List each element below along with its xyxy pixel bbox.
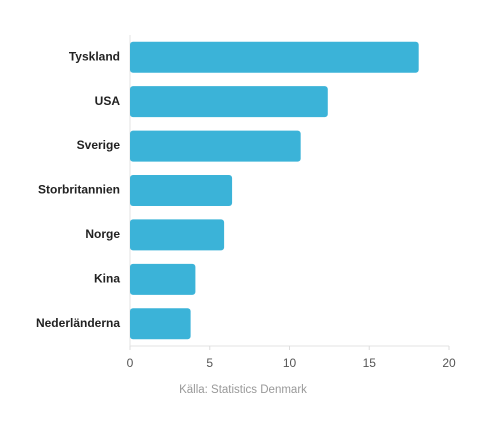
- x-tick-label: 20: [442, 356, 456, 370]
- bar: [130, 308, 191, 340]
- y-tick-label: Nederländerna: [36, 316, 120, 330]
- source-note: Källa: Statistics Denmark: [179, 384, 307, 396]
- bar: [130, 130, 301, 162]
- bar: [130, 175, 233, 206]
- x-tick-label: 0: [127, 356, 134, 370]
- y-tick-label: Norge: [85, 227, 120, 241]
- x-tick-label: 10: [283, 356, 297, 370]
- bar: [130, 263, 196, 295]
- y-tick-label: USA: [95, 94, 121, 108]
- y-tick-label: Sverige: [77, 138, 121, 152]
- bar: [130, 219, 225, 251]
- bar: [130, 41, 419, 73]
- x-tick-label: 15: [363, 356, 377, 370]
- bar: [130, 86, 328, 118]
- y-tick-label: Tyskland: [69, 49, 120, 63]
- x-tick-label: 5: [206, 356, 213, 370]
- y-tick-label: Storbritannien: [38, 183, 120, 197]
- y-tick-label: Kina: [94, 272, 120, 286]
